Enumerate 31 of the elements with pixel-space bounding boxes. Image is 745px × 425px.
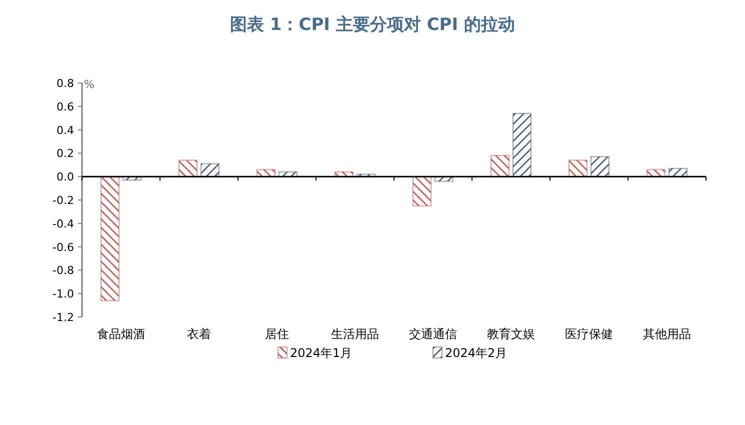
x-tick-label: 衣着 [187, 327, 211, 341]
bar [512, 112, 532, 178]
x-tick-label: 教育文娱 [487, 327, 535, 341]
y-tick-label: 0.6 [56, 100, 74, 114]
y-tick-label: 0.2 [56, 147, 74, 160]
legend-label: 2024年2月 [445, 346, 508, 360]
y-tick-label: -0.4 [52, 217, 74, 230]
y-axis-title: % [84, 78, 94, 91]
bar [490, 155, 510, 178]
chart-title: 图表 1：CPI 主要分项对 CPI 的拉动 [230, 15, 516, 35]
bar [412, 176, 432, 206]
y-tick-label: -0.2 [52, 194, 74, 207]
y-tick-label: -1.2 [52, 311, 74, 324]
bar [200, 163, 220, 178]
x-tick-label: 交通通信 [409, 327, 457, 341]
y-tick-label: 0.8 [56, 77, 74, 90]
x-tick-label: 居住 [265, 327, 289, 341]
y-tick-label: -0.6 [52, 240, 74, 254]
x-tick-label: 食品烟酒 [97, 327, 145, 341]
bar [568, 160, 588, 178]
y-tick-label: 0.4 [56, 124, 74, 137]
bar [590, 156, 610, 178]
y-tick-label: -1.0 [52, 288, 74, 301]
bar [100, 176, 120, 302]
y-tick-label: 0.0 [56, 170, 74, 184]
bar [178, 160, 198, 178]
y-tick-label: -0.8 [52, 264, 74, 278]
x-tick-label: 医疗保健 [565, 327, 613, 341]
x-tick-label: 生活用品 [331, 327, 379, 341]
legend-label: 2024年1月 [290, 346, 352, 360]
x-tick-label: 其他用品 [643, 327, 691, 341]
